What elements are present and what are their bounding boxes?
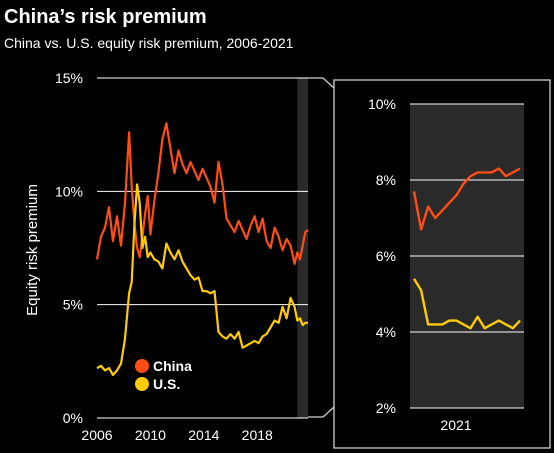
legend: China U.S. [135,358,192,392]
connector-top [308,77,335,89]
inset-y-tick-label: 6% [376,248,396,264]
inset-chart: 2% 4% 6% 8% 10% 2021 [333,79,551,449]
main-y-tick-label: 5% [63,297,83,313]
main-gridlines [97,77,308,419]
main-x-tick-label: 2006 [81,427,112,443]
inset-y-tick-label: 8% [376,172,396,188]
chart-subtitle: China vs. U.S. equity risk premium, 2006… [4,35,294,51]
inset-series-line-china [412,167,521,231]
inset-panel [333,79,551,449]
zoom-connector [308,77,335,418]
y-axis-label: Equity risk premium [24,184,41,316]
main-chart: 0% 5% 10% 15% 2006 2010 2014 2018 Equity risk … [24,70,309,443]
inset-y-tick-label: 2% [376,400,396,416]
inset-y-tick-label: 4% [376,324,396,340]
main-x-tick-label: 2018 [242,427,273,443]
series-line-china [95,122,309,265]
main-x-tick-label: 2014 [188,427,219,443]
main-y-tick-label: 0% [63,410,83,426]
main-y-tick-label: 10% [55,183,83,199]
main-y-ticks: 0% 5% 10% 15% [55,70,83,426]
chart-title: China’s risk premium [4,6,207,28]
main-y-tick-label: 15% [55,70,83,86]
main-x-ticks: 2006 2010 2014 2018 [81,427,273,443]
inset-y-ticks: 2% 4% 6% 8% 10% [368,96,396,416]
inset-x-tick-2021: 2021 [440,417,471,433]
legend-china-label: China [153,358,192,374]
legend-china-marker [135,359,149,373]
main-x-tick-label: 2010 [135,427,166,443]
legend-us-marker [135,377,149,391]
inset-series-line-us [412,278,521,330]
legend-us-label: U.S. [153,376,180,392]
series-line-us [96,183,308,376]
inset-y-tick-label: 10% [368,96,396,112]
connector-bottom [308,406,335,418]
